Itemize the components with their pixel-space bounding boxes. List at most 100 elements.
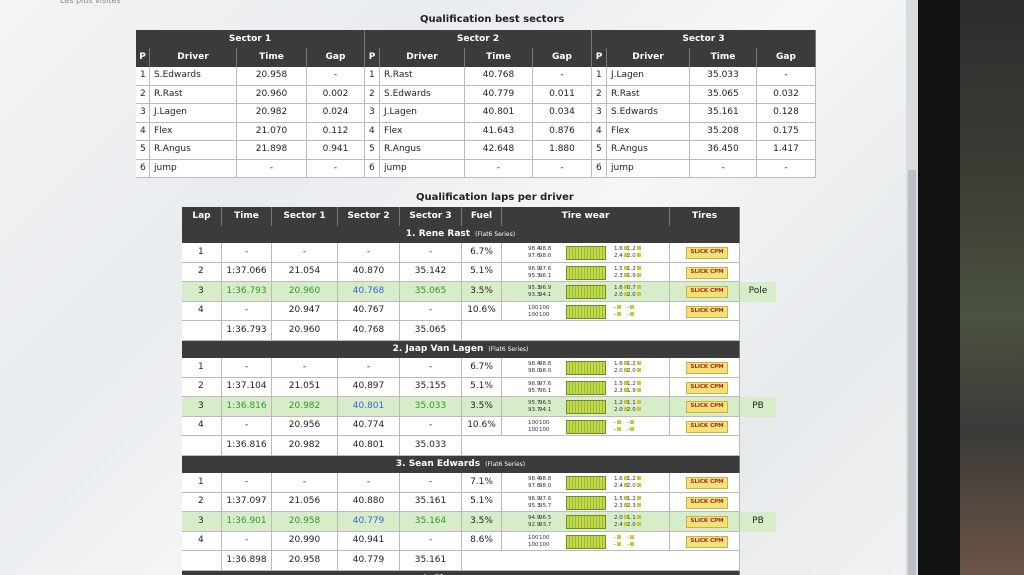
temp-indicator xyxy=(636,407,641,411)
temp-indicator xyxy=(623,246,628,250)
lap-number: 2 xyxy=(182,262,222,282)
temp-value: 1.1 xyxy=(627,515,641,521)
cell: J.Lagen xyxy=(607,67,690,86)
tires-cell: SLICK CPM xyxy=(670,473,740,493)
column-header: Sector 2 xyxy=(338,207,400,226)
nav-link: Les plus visités xyxy=(60,0,121,5)
column-header: Driver xyxy=(150,48,237,67)
cell: 1 xyxy=(592,67,607,86)
sector-time: 21.056 xyxy=(272,492,338,512)
wear-value: 97.6 xyxy=(528,483,541,489)
wear-value: 100 xyxy=(528,419,539,426)
wear-value: 95.7 xyxy=(528,400,541,406)
cell: - xyxy=(757,67,816,86)
cell: J.Lagen xyxy=(380,104,465,123)
lap-number: 2 xyxy=(182,377,222,397)
temp-indicator xyxy=(623,502,628,507)
temp-value: 0.7 xyxy=(627,285,641,291)
temp-indicator xyxy=(623,476,628,480)
tires-cell: SLICK CPM xyxy=(670,282,740,302)
temp-indicator xyxy=(636,368,641,372)
cell: 0.002 xyxy=(307,85,365,104)
temp-indicator xyxy=(617,311,621,316)
tire-badge: SLICK CPM xyxy=(686,286,728,298)
temp-value: 1.2 xyxy=(627,265,641,272)
sector-time: 35.155 xyxy=(400,377,462,397)
wear-value: 98.8 xyxy=(539,476,552,482)
lap-number: 1 xyxy=(182,358,222,378)
tires-cell: SLICK CPM xyxy=(670,262,740,282)
temp-indicator xyxy=(636,483,641,487)
temp-indicator xyxy=(623,285,628,289)
cell: Flex xyxy=(380,122,465,141)
lap-number: 2 xyxy=(182,492,222,512)
summary-blank xyxy=(462,436,740,456)
cell: R.Angus xyxy=(607,141,690,160)
temp-value: - xyxy=(627,426,634,433)
summary-blank xyxy=(182,551,222,571)
tire-wear: 100 100 100 100 - - - - xyxy=(502,301,670,321)
sector-time: 40.880 xyxy=(338,492,400,512)
sector-time: 40.897 xyxy=(338,377,400,397)
lap-time: - xyxy=(222,473,272,493)
table-title: Qualification best sectors xyxy=(420,14,565,25)
cell: - xyxy=(690,159,757,178)
table-title: Qualification laps per driver xyxy=(416,192,574,203)
temp-value: 2.0 xyxy=(627,522,641,528)
lap-number: 4 xyxy=(182,531,222,551)
lap-time: - xyxy=(222,531,272,551)
temp-indicator xyxy=(636,495,641,500)
cell: S.Edwards xyxy=(150,67,237,86)
temp-indicator xyxy=(636,265,641,270)
temp-indicator xyxy=(623,400,628,404)
wear-value: 97.6 xyxy=(539,495,552,502)
cell: 0.175 xyxy=(757,122,816,141)
temp-indicator xyxy=(623,407,628,411)
wear-value: 98.4 xyxy=(528,246,541,252)
temp-indicator xyxy=(636,476,641,480)
driver-series: (Flat6 Series) xyxy=(488,345,529,353)
column-header: Fuel xyxy=(462,207,502,226)
best-time: 35.065 xyxy=(400,321,462,341)
temp-value: 2.0 xyxy=(614,292,628,298)
wear-bar xyxy=(566,246,606,260)
lap-number: 1 xyxy=(182,473,222,493)
wear-bar xyxy=(566,515,606,529)
scroll-thumb[interactable] xyxy=(908,170,916,575)
sector-time: 40.870 xyxy=(338,262,400,282)
sector-header: Sector 2 xyxy=(365,30,592,48)
sector-time: - xyxy=(400,243,462,263)
tire-wear: 100 100 100 100 - - - - xyxy=(502,531,670,551)
tires-cell: SLICK CPM xyxy=(670,377,740,397)
wear-value: 100 xyxy=(539,419,550,426)
tire-badge: SLICK CPM xyxy=(686,266,728,279)
column-header: P xyxy=(365,48,380,67)
sector-time: - xyxy=(400,473,462,493)
temp-value: 1.6 xyxy=(614,246,628,252)
temp-value: - xyxy=(627,541,634,548)
cell: - xyxy=(237,159,307,178)
fuel: 10.6% xyxy=(462,416,502,436)
best-time: 40.801 xyxy=(338,436,400,456)
lap-number: 4 xyxy=(182,416,222,436)
temp-indicator xyxy=(617,541,621,546)
temp-indicator xyxy=(617,419,621,424)
driver-series: (Flat6 Series) xyxy=(485,460,526,468)
cell: S.Edwards xyxy=(380,85,465,104)
sector-time: 35.065 xyxy=(400,282,462,302)
cell: 40.801 xyxy=(465,104,533,123)
wear-value: 96.1 xyxy=(539,387,552,394)
temp-indicator xyxy=(617,426,621,431)
lap-time: 1:37.066 xyxy=(222,262,272,282)
sector-time: - xyxy=(272,473,338,493)
tire-wear: 96.9 97.6 95.3 96.1 1.5 1.2 2.3 1.9 xyxy=(502,262,670,282)
best-time: 20.982 xyxy=(272,436,338,456)
temp-value: 2.3 xyxy=(627,502,641,509)
sector-time: 20.982 xyxy=(272,397,338,417)
lap-number: 3 xyxy=(182,397,222,417)
cell: 35.065 xyxy=(690,85,757,104)
cell: R.Rast xyxy=(380,67,465,86)
tire-badge: SLICK CPM xyxy=(686,247,728,259)
cell: 1 xyxy=(136,67,150,86)
wear-value: 100 xyxy=(539,304,550,311)
